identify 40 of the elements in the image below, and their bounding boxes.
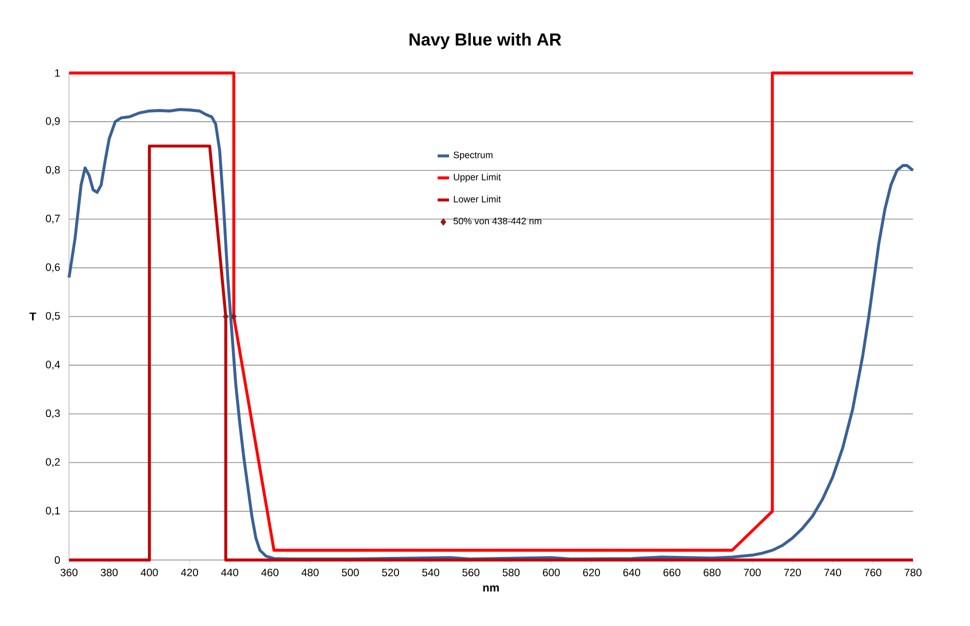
legend-label: Lower Limit bbox=[454, 196, 501, 202]
y-tick-label: 0,1 bbox=[46, 506, 60, 516]
x-tick-label: 740 bbox=[824, 568, 842, 576]
x-tick-label: 580 bbox=[502, 568, 520, 576]
x-tick-label: 460 bbox=[261, 568, 278, 576]
y-tick-label: 0,8 bbox=[46, 166, 60, 175]
y-tick-label: 0,2 bbox=[46, 458, 60, 467]
x-tick-label: 420 bbox=[180, 568, 198, 576]
x-tick-label: 380 bbox=[100, 568, 118, 576]
x-tick-label: 620 bbox=[583, 568, 600, 576]
x-tick-label: 680 bbox=[704, 568, 721, 576]
x-tick-label: 560 bbox=[462, 568, 480, 576]
y-tick-label: 0 bbox=[54, 556, 60, 564]
x-tick-label: 780 bbox=[904, 568, 922, 576]
x-tick-label: 700 bbox=[744, 568, 761, 576]
x-axis-title: nm bbox=[483, 585, 499, 592]
legend-label: Spectrum bbox=[454, 152, 492, 160]
y-axis-title: T bbox=[30, 312, 36, 320]
x-tick-label: 760 bbox=[864, 568, 882, 576]
y-tick-label: 1 bbox=[55, 69, 60, 77]
x-tick-label: 400 bbox=[140, 568, 158, 576]
chart-title: Navy Blue with AR bbox=[410, 32, 562, 50]
x-tick-label: 660 bbox=[664, 568, 680, 576]
y-tick-label: 0,9 bbox=[46, 117, 60, 126]
legend-label: Upper Limit bbox=[454, 174, 501, 182]
x-tick-label: 500 bbox=[342, 568, 359, 576]
x-tick-label: 360 bbox=[60, 568, 78, 576]
x-tick-label: 520 bbox=[382, 568, 400, 576]
y-tick-label: 0,6 bbox=[46, 263, 60, 272]
x-tick-label: 440 bbox=[221, 568, 238, 576]
x-tick-label: 720 bbox=[784, 568, 801, 576]
x-tick-label: 540 bbox=[422, 568, 440, 576]
y-tick-label: 0,4 bbox=[46, 360, 60, 370]
y-tick-label: 0,5 bbox=[46, 312, 60, 321]
y-tick-label: 0,7 bbox=[46, 214, 60, 224]
x-tick-label: 640 bbox=[623, 568, 640, 576]
y-tick-label: 0,3 bbox=[46, 410, 60, 418]
x-tick-label: 480 bbox=[302, 568, 319, 576]
x-tick-label: 600 bbox=[542, 568, 560, 576]
legend-label: 50% von 438-442 nm bbox=[454, 218, 542, 224]
